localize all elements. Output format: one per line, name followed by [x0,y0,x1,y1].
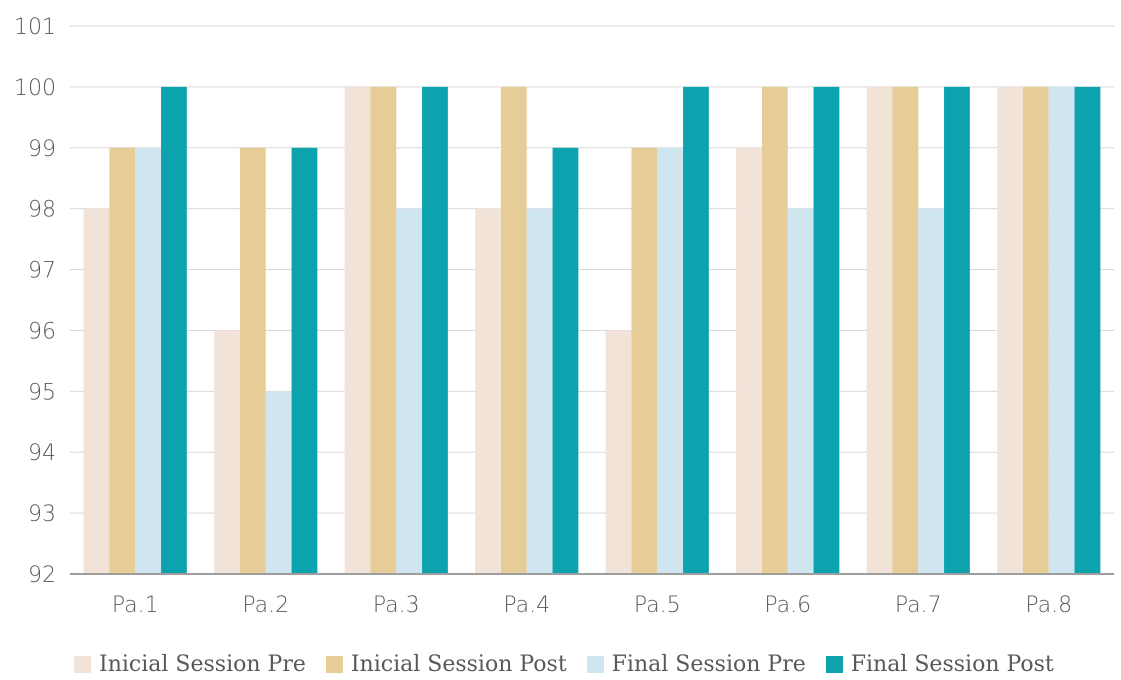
bar [1022,86,1049,574]
bar [892,86,919,574]
y-tick-label: 94 [28,441,56,466]
bar [736,147,762,574]
bars [83,86,1101,574]
bar [239,147,266,574]
legend-label: Final Session Post [850,651,1054,677]
bar [109,147,136,574]
legend-item: Inicial Session Post [325,651,567,677]
legend-item: Final Session Pre [586,651,806,677]
legend-item: Final Session Post [825,651,1054,677]
bar [944,86,970,574]
legend-label: Final Session Pre [611,651,806,677]
bar [1048,86,1075,574]
bar [370,86,397,574]
y-tick-label: 99 [28,137,56,162]
x-tick-label: Pa.4 [503,593,550,618]
y-tick-label: 98 [28,198,56,223]
bar [135,147,162,574]
legend-label: Inicial Session Pre [99,651,306,677]
bar [657,147,684,574]
bar [918,208,945,574]
y-tick-label: 92 [28,563,56,588]
legend-swatch [586,655,604,673]
bar [813,86,840,574]
bar [83,208,110,574]
bar [1074,86,1101,574]
x-tick-label: Pa.8 [1025,593,1072,618]
bar [265,391,292,574]
bar [761,86,788,574]
legend-swatch [825,655,843,673]
x-tick-label: Pa.3 [373,593,420,618]
bar [344,86,371,574]
x-axis-tick-labels: Pa.1 Pa.2 Pa.3 Pa.4 Pa.5 Pa.6 Pa.7 Pa.8 [112,593,1072,618]
bar [997,86,1023,574]
bar [526,208,553,574]
y-tick-label: 93 [28,502,56,527]
x-tick-label: Pa.6 [764,593,811,618]
bar [396,208,423,574]
y-tick-label: 95 [28,380,56,405]
bar [291,147,318,574]
bar [866,86,893,574]
legend-label: Inicial Session Post [350,651,567,677]
bar [422,86,448,574]
legend-item: Inicial Session Pre [74,652,306,677]
y-axis-tick-labels: 92 93 94 95 96 97 98 99 100 101 [14,15,56,588]
x-tick-label: Pa.5 [634,593,681,618]
bar [475,208,501,574]
y-tick-label: 101 [14,15,56,40]
bar [214,330,240,574]
y-tick-label: 97 [28,259,56,284]
bar [605,330,632,574]
bar [787,208,814,574]
legend-swatch [325,655,343,673]
bar [500,86,527,574]
x-tick-label: Pa.1 [112,593,159,618]
legend: Inicial Session Pre Inicial Session Post F… [74,648,1054,680]
x-tick-label: Pa.2 [242,593,289,618]
bar [631,147,658,574]
y-tick-label: 96 [28,319,56,344]
bar [552,147,579,574]
x-tick-label: Pa.7 [895,593,942,618]
legend-swatch [74,655,91,673]
bar [161,86,187,574]
bar [683,86,709,574]
y-tick-label: 100 [14,76,56,101]
